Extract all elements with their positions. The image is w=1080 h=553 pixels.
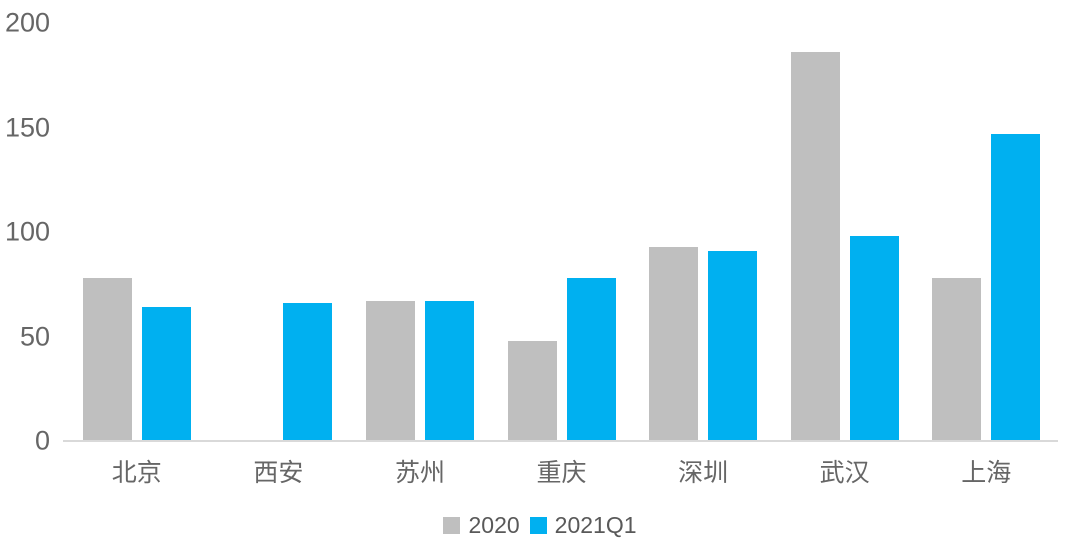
plot-area xyxy=(63,0,1058,442)
bar-group-西安 xyxy=(208,0,350,441)
bar-2021Q1-深圳 xyxy=(708,251,758,441)
bar-group-重庆 xyxy=(491,0,633,441)
bar-2020-北京 xyxy=(82,278,132,441)
bar-2020-深圳 xyxy=(649,247,699,441)
y-tick-label-50: 50 xyxy=(19,321,50,351)
y-axis: 0 50 100 150 200 xyxy=(0,0,50,454)
x-tick-label-苏州: 苏州 xyxy=(394,459,445,487)
bar-groups xyxy=(66,0,1057,441)
bar-group-上海 xyxy=(915,0,1057,441)
bar-2020-武汉 xyxy=(790,52,840,441)
legend-item-2021Q1: 2021Q1 xyxy=(529,512,637,539)
x-tick-label-武汉: 武汉 xyxy=(819,459,870,487)
x-tick-label-重庆: 重庆 xyxy=(536,459,587,487)
legend-label: 2021Q1 xyxy=(554,512,637,538)
y-tick-label-150: 150 xyxy=(4,112,50,142)
y-tick-label-200: 200 xyxy=(4,7,50,38)
bar-group-深圳 xyxy=(632,0,774,441)
bar-2021Q1-武汉 xyxy=(849,236,899,441)
x-tick-label-深圳: 深圳 xyxy=(678,459,729,487)
legend-label: 2020 xyxy=(468,512,520,538)
bar-2020-上海 xyxy=(932,278,982,441)
bar-group-武汉 xyxy=(774,0,916,441)
bar-2021Q1-苏州 xyxy=(424,301,474,441)
x-axis-labels: 北京 西安 苏州 重庆 深圳 武汉 上海 xyxy=(66,453,1057,489)
bar-group-北京 xyxy=(66,0,208,441)
x-tick-label-北京: 北京 xyxy=(111,459,162,487)
legend-item-2020: 2020 xyxy=(443,512,520,539)
legend-swatch-icon xyxy=(529,517,547,534)
x-axis-line xyxy=(63,440,1058,442)
bar-2021Q1-北京 xyxy=(141,307,191,441)
x-tick-label-西安: 西安 xyxy=(253,459,304,487)
legend-swatch-icon xyxy=(443,517,461,534)
bar-2020-重庆 xyxy=(507,341,557,441)
y-tick-label-0: 0 xyxy=(34,425,50,456)
x-tick-label-上海: 上海 xyxy=(961,459,1012,487)
bar-2021Q1-上海 xyxy=(991,134,1041,441)
y-tick-label-100: 100 xyxy=(4,216,50,247)
legend: 2020 2021Q1 xyxy=(0,512,1080,539)
bar-2021Q1-西安 xyxy=(283,303,333,441)
bar-group-苏州 xyxy=(349,0,491,441)
bar-2020-苏州 xyxy=(365,301,415,441)
bar-2021Q1-重庆 xyxy=(566,278,616,441)
